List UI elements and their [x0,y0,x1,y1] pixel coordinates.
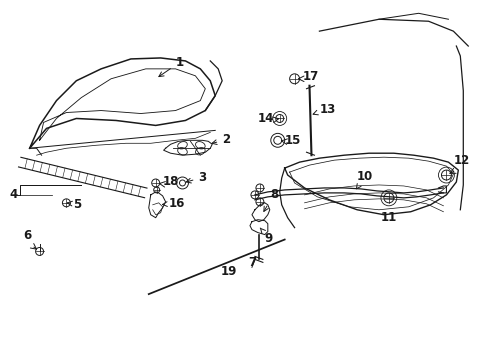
Text: 4: 4 [10,188,18,201]
Text: 19: 19 [220,265,236,278]
Text: 17: 17 [302,70,318,83]
Text: 11: 11 [380,211,396,224]
Polygon shape [251,203,269,222]
Polygon shape [148,192,165,218]
Text: 6: 6 [24,229,32,242]
Polygon shape [163,140,212,155]
Text: 15: 15 [284,134,301,147]
Text: 7: 7 [247,256,256,269]
Text: 10: 10 [356,170,373,189]
Text: 9: 9 [260,228,272,244]
Text: 8: 8 [264,188,278,211]
Text: 12: 12 [452,154,468,167]
Polygon shape [249,220,267,235]
Text: 14: 14 [257,112,274,125]
Text: 5: 5 [67,198,81,211]
Text: 16: 16 [162,197,184,210]
Text: 1: 1 [159,56,183,77]
Text: 2: 2 [212,133,230,146]
Text: 13: 13 [312,103,335,116]
Text: 18: 18 [163,175,179,189]
Text: 3: 3 [186,171,206,184]
